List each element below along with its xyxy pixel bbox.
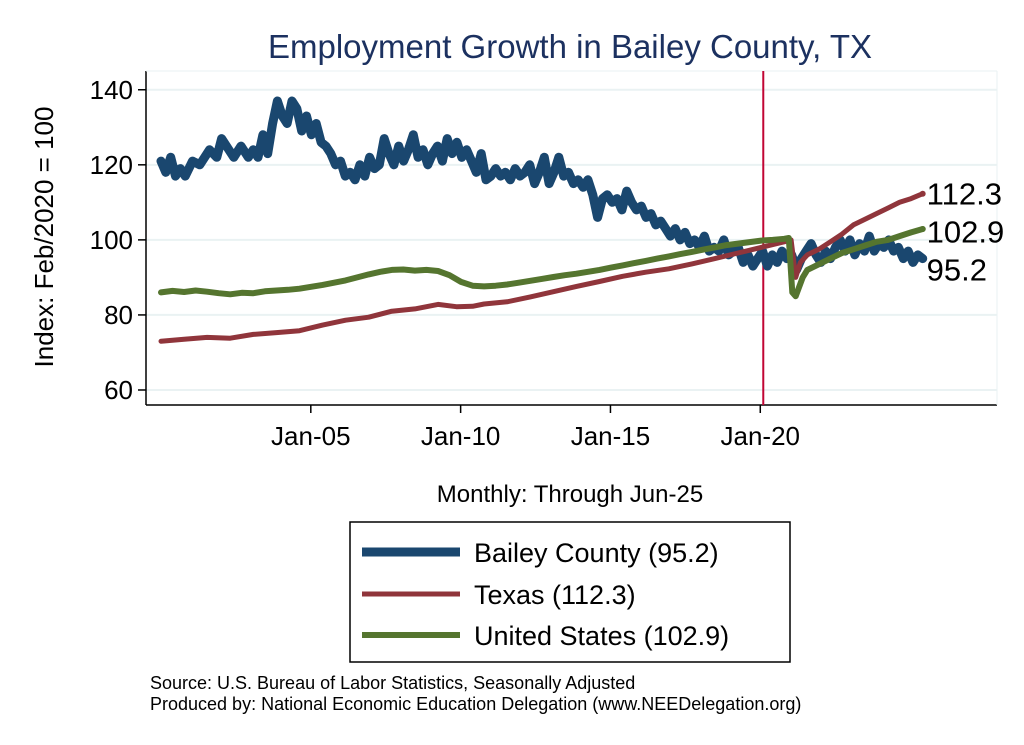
y-tick-label-140: 140	[90, 75, 133, 105]
x-axis-caption: Monthly: Through Jun-25	[437, 481, 703, 508]
producer-note: Produced by: National Economic Education…	[150, 694, 801, 714]
y-tick-label-100: 100	[90, 225, 133, 255]
end-point-texas	[919, 190, 926, 197]
x-tick-label-Jan-10: Jan-10	[421, 421, 501, 451]
y-tick-label-80: 80	[104, 300, 133, 330]
legend-label-texas: Texas (112.3)	[474, 580, 636, 610]
end-point-bailey-county	[919, 255, 926, 262]
end-label-texas: 112.3	[927, 177, 1002, 212]
chart-title: Employment Growth in Bailey County, TX	[268, 28, 872, 65]
x-tick-label-Jan-15: Jan-15	[571, 421, 651, 451]
legend-label-bailey: Bailey County (95.2)	[474, 538, 719, 568]
y-tick-label-120: 120	[90, 150, 133, 180]
y-tick-label-60: 60	[104, 375, 133, 405]
source-note: Source: U.S. Bureau of Labor Statistics,…	[150, 673, 635, 693]
end-label-bailey-county: 95.2	[927, 253, 987, 288]
end-label-united-states: 102.9	[927, 215, 1005, 250]
plot-area: 60 80 100 120 140 Jan-05 Jan-10 Jan-15 Jan-20 112…	[90, 70, 1005, 451]
legend: Bailey County (95.2) Texas (112.3) Unite…	[349, 521, 791, 663]
series-line-texas	[158, 191, 926, 344]
x-tick-label-Jan-20: Jan-20	[721, 421, 801, 451]
end-point-united-states	[919, 225, 926, 232]
x-tick-label-Jan-05: Jan-05	[271, 421, 351, 451]
y-axis-label: Index: Feb/2020 = 100	[29, 107, 59, 368]
series-line-united-states	[158, 226, 926, 300]
legend-label-us: United States (102.9)	[474, 621, 729, 651]
